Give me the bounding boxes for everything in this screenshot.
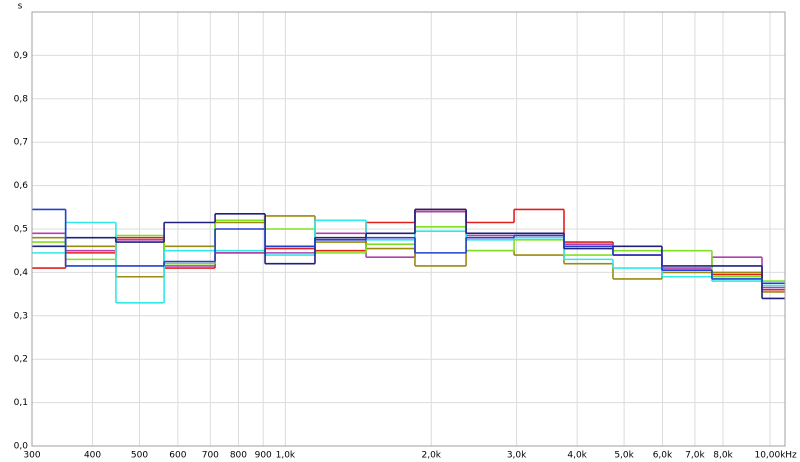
y-tick-label: 0,0 bbox=[14, 442, 29, 452]
y-tick-label: 0,3 bbox=[14, 311, 28, 321]
x-tick-label: 6,0k bbox=[653, 451, 673, 461]
y-tick-label: 0,6 bbox=[14, 181, 29, 191]
x-tick-label: 8,0k bbox=[713, 451, 733, 461]
x-tick-label: 2,0k bbox=[421, 451, 441, 461]
y-axis-unit: s bbox=[18, 2, 23, 12]
x-tick-label: 400 bbox=[84, 451, 101, 461]
y-tick-label: 0,4 bbox=[14, 268, 29, 278]
y-tick-label: 0,8 bbox=[14, 94, 29, 104]
x-tick-label: 3,0k bbox=[507, 451, 527, 461]
x-tick-label: 4,0k bbox=[567, 451, 587, 461]
y-tick-label: 0,1 bbox=[14, 398, 28, 408]
x-tick-label: 1,0k bbox=[276, 451, 296, 461]
y-tick-label: 0,2 bbox=[14, 355, 28, 365]
x-tick-label: 900 bbox=[255, 451, 272, 461]
x-tick-label: 5,0k bbox=[614, 451, 634, 461]
y-tick-label: 0,5 bbox=[14, 225, 28, 235]
x-tick-label: 500 bbox=[131, 451, 148, 461]
x-axis-unit: Hz bbox=[785, 451, 797, 461]
x-tick-label: 300 bbox=[23, 451, 40, 461]
x-tick-label: 7,0k bbox=[685, 451, 705, 461]
x-tick-label: 800 bbox=[230, 451, 247, 461]
x-tick-label: 10,00k bbox=[754, 451, 786, 461]
plot-area bbox=[31, 11, 786, 447]
x-tick-label: 600 bbox=[169, 451, 186, 461]
y-tick-label: 0,9 bbox=[14, 51, 29, 61]
x-tick-label: 700 bbox=[202, 451, 219, 461]
y-tick-label: 0,7 bbox=[14, 138, 28, 148]
